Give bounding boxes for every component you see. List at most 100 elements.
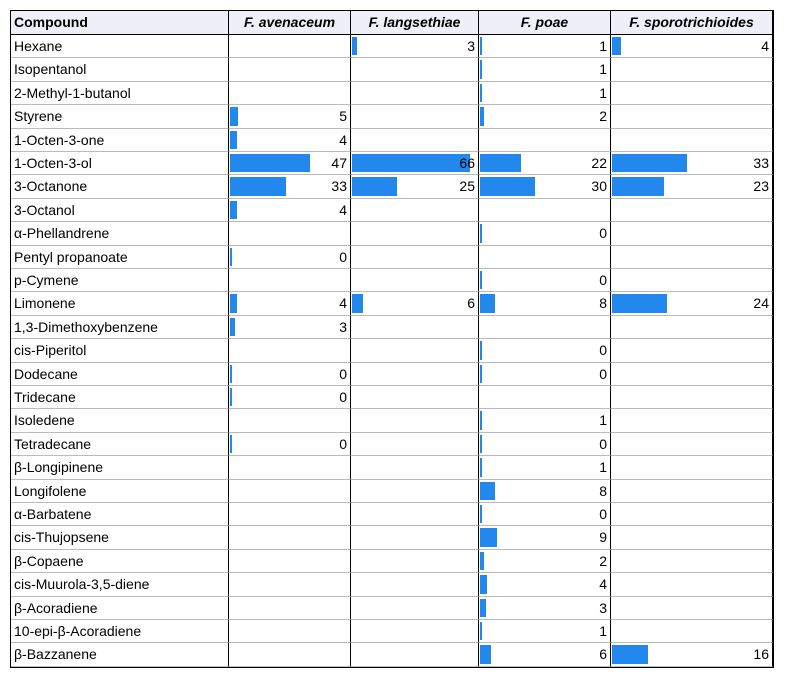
value-cell [229, 643, 351, 667]
compound-name: Tetradecane [11, 432, 229, 457]
data-bar [480, 37, 482, 56]
compound-text: 2-Methyl-1-butanol [14, 84, 131, 101]
value-cell: 2 [479, 105, 611, 129]
data-bar [480, 224, 482, 243]
column-header: F. avenaceum [229, 11, 351, 35]
compound-name: p-Cymene [11, 269, 229, 293]
data-bar [480, 434, 482, 454]
value-cell [611, 526, 773, 550]
value-cell: 4 [229, 198, 351, 223]
value-cell [351, 596, 479, 620]
value-cell [229, 222, 351, 246]
value-cell [229, 58, 351, 82]
compound-text: Tetradecane [14, 435, 92, 452]
value-cell: 66 [351, 152, 479, 176]
compound-text: Longifolene [14, 482, 87, 499]
value-text: 9 [599, 529, 607, 546]
compound-text: 1-Octen-3-ol [14, 155, 92, 171]
value-text: 8 [599, 295, 607, 312]
column-header: F. sporotrichioides [611, 11, 773, 35]
value-text: 33 [331, 178, 347, 195]
value-cell: 0 [229, 245, 351, 269]
value-cell [611, 432, 773, 457]
data-bar [480, 551, 484, 571]
value-cell: 25 [351, 175, 479, 199]
value-text: 0 [339, 365, 347, 382]
value-cell: 3 [229, 315, 351, 340]
compound-name: 1,3-Dimethoxybenzene [11, 315, 229, 340]
value-cell: 1 [479, 58, 611, 82]
value-cell [479, 245, 611, 269]
value-cell [611, 503, 773, 527]
data-bar [480, 505, 482, 524]
value-cell: 8 [479, 479, 611, 503]
data-bar [480, 458, 482, 477]
value-cell [229, 269, 351, 293]
data-bar [480, 622, 482, 641]
data-bar [480, 481, 495, 500]
data-bar [352, 154, 470, 173]
data-bar [352, 294, 363, 313]
value-cell [611, 198, 773, 223]
value-cell: 24 [611, 292, 773, 316]
data-bar [230, 177, 287, 196]
value-text: 1 [599, 38, 607, 54]
data-bar [612, 645, 649, 664]
compound-text: 10-epi-β-Acoradiene [14, 623, 142, 639]
value-text: 66 [459, 155, 475, 171]
compound-name: β-Copaene [11, 549, 229, 574]
value-cell: 33 [611, 152, 773, 176]
value-cell [611, 456, 773, 480]
value-cell [229, 596, 351, 620]
compound-name: β-Acoradiene [11, 596, 229, 620]
value-cell [351, 526, 479, 550]
data-bar [480, 107, 484, 126]
compound-text: β-Acoradiene [14, 599, 98, 616]
value-text: 1 [599, 61, 607, 78]
compound-text: Styrene [14, 108, 63, 125]
value-cell [351, 222, 479, 246]
value-cell: 0 [229, 362, 351, 386]
value-cell [351, 339, 479, 363]
value-cell: 1 [479, 81, 611, 106]
value-text: 4 [339, 295, 347, 312]
compound-name: β-Bazzanene [11, 643, 229, 667]
value-text: 0 [339, 248, 347, 265]
value-cell [611, 81, 773, 106]
data-bar [612, 294, 667, 313]
table: Compound F. avenaceum F. langsethiae F. poa… [10, 10, 774, 668]
compound-text: 1-Octen-3-one [14, 131, 105, 148]
value-cell [351, 81, 479, 106]
value-cell [351, 409, 479, 433]
data-bar [480, 645, 492, 664]
value-cell: 8 [479, 292, 611, 316]
value-cell [351, 432, 479, 457]
value-cell [229, 456, 351, 480]
value-cell [611, 105, 773, 129]
data-bar [480, 364, 482, 383]
value-text: 0 [339, 389, 347, 405]
value-cell: 0 [229, 432, 351, 457]
compound-name: Styrene [11, 105, 229, 129]
compound-name: Limonene [11, 292, 229, 316]
compound-name: β-Longipinene [11, 456, 229, 480]
value-cell [351, 245, 479, 269]
data-bar [230, 247, 232, 266]
data-bar [612, 177, 665, 196]
data-bar [230, 107, 239, 126]
compound-name: cis-Piperitol [11, 339, 229, 363]
column-header: Compound [11, 11, 229, 35]
value-text: 47 [331, 155, 347, 171]
value-cell: 0 [479, 339, 611, 363]
value-cell [351, 643, 479, 667]
value-cell: 3 [479, 596, 611, 620]
value-cell [229, 339, 351, 363]
compound-name: Tridecane [11, 386, 229, 410]
compound-text: Dodecane [14, 365, 78, 382]
data-bar [230, 154, 310, 173]
value-cell [611, 620, 773, 644]
value-text: 4 [761, 38, 769, 54]
value-cell: 47 [229, 152, 351, 176]
value-cell: 0 [229, 386, 351, 410]
data-bar [480, 528, 497, 547]
